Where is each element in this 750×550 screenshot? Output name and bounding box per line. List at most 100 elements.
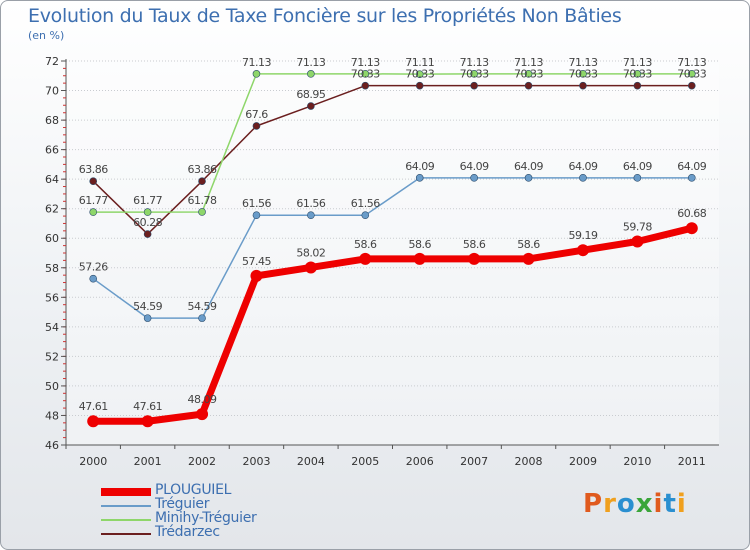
data-label: 58.02	[296, 246, 325, 259]
data-point	[304, 261, 317, 274]
data-point	[143, 208, 152, 216]
data-point	[413, 252, 426, 265]
data-label: 71.13	[460, 56, 489, 69]
x-tick-label: 2006	[406, 455, 434, 468]
data-label: 61.56	[351, 197, 380, 210]
data-label: 68.95	[296, 88, 325, 101]
data-label: 64.09	[568, 160, 597, 173]
data-label: 57.26	[79, 261, 108, 274]
data-label: 58.6	[463, 238, 486, 251]
legend-swatch	[101, 533, 151, 535]
y-tick-label: 54	[45, 321, 59, 334]
data-point	[522, 252, 535, 265]
logo-letter: i	[653, 489, 664, 519]
data-label: 71.11	[405, 56, 434, 69]
data-label: 48.09	[188, 393, 217, 406]
data-label: 59.78	[623, 220, 652, 233]
series-line-plouguiel	[89, 224, 696, 425]
data-point	[89, 177, 98, 186]
data-label: 71.13	[677, 56, 706, 69]
data-point	[361, 211, 370, 219]
data-label: 60.68	[677, 207, 706, 220]
data-label: 64.09	[623, 160, 652, 173]
legend-swatch	[101, 519, 151, 521]
x-tick-label: 2003	[242, 455, 270, 468]
data-label: 61.77	[133, 194, 162, 207]
data-point	[252, 211, 261, 219]
data-point	[468, 252, 481, 265]
y-tick-label: 56	[45, 291, 59, 304]
legend-label: PLOUGUIEL	[155, 482, 232, 498]
data-point	[89, 274, 98, 283]
logo-letter: i	[676, 489, 687, 519]
data-point	[361, 81, 370, 90]
data-point	[415, 81, 424, 90]
logo-letter: o	[616, 489, 636, 519]
data-point	[252, 70, 261, 78]
data-point	[524, 70, 533, 78]
data-point	[250, 269, 263, 282]
data-point	[524, 81, 533, 90]
data-point	[87, 415, 100, 428]
data-label: 71.13	[623, 56, 652, 69]
data-point	[415, 174, 424, 182]
y-tick-label: 70	[45, 85, 59, 98]
data-label: 61.56	[242, 197, 271, 210]
data-point	[196, 408, 209, 421]
y-tick-label: 66	[45, 144, 59, 157]
data-label: 67.6	[245, 108, 268, 121]
data-label: 64.09	[460, 160, 489, 173]
data-point	[633, 174, 642, 182]
data-point	[687, 81, 696, 90]
data-point	[198, 314, 206, 322]
data-label: 57.45	[242, 255, 271, 268]
data-label: 70.33	[405, 68, 434, 81]
x-tick-label: 2004	[297, 455, 325, 468]
data-point	[579, 81, 587, 90]
y-tick-label: 46	[45, 439, 59, 452]
data-point	[307, 102, 315, 110]
x-tick-label: 2009	[569, 455, 597, 468]
logo-letter: r	[603, 489, 617, 519]
data-label: 58.6	[354, 238, 377, 251]
y-tick-label: 48	[45, 409, 59, 422]
data-label: 70.33	[568, 68, 597, 81]
y-tick-label: 58	[45, 262, 59, 275]
data-label: 63.86	[188, 163, 217, 176]
proxiti-logo: Proxiti	[583, 489, 687, 519]
legend-label: Tréguier	[155, 496, 210, 512]
data-point	[631, 235, 644, 248]
data-point	[579, 70, 587, 78]
data-label: 47.61	[79, 400, 108, 413]
y-tick-label: 72	[45, 55, 59, 68]
data-label: 59.19	[568, 229, 597, 242]
data-label: 71.13	[242, 56, 271, 69]
data-label: 71.13	[568, 56, 597, 69]
data-label: 47.61	[133, 400, 162, 413]
data-point	[576, 244, 589, 257]
data-label: 70.33	[460, 68, 489, 81]
x-tick-label: 2007	[460, 455, 488, 468]
logo-letter: t	[663, 489, 677, 519]
x-tick-label: 2002	[188, 455, 216, 468]
data-point	[415, 70, 424, 78]
data-point	[143, 230, 152, 238]
data-point	[89, 208, 98, 216]
data-label: 58.6	[408, 238, 431, 251]
data-point	[141, 415, 154, 428]
data-label: 64.09	[677, 160, 706, 173]
data-point	[361, 70, 370, 78]
x-tick-label: 2001	[134, 455, 162, 468]
y-tick-label: 62	[45, 203, 59, 216]
data-point	[685, 222, 698, 235]
data-point	[198, 208, 206, 216]
data-point	[470, 174, 478, 182]
legend-label: Trédarzec	[155, 524, 220, 540]
data-label: 71.13	[351, 56, 380, 69]
data-label: 60.28	[133, 216, 162, 229]
data-point	[307, 211, 315, 219]
data-point	[524, 174, 533, 182]
data-point	[470, 81, 478, 90]
y-tick-label: 52	[45, 350, 59, 363]
